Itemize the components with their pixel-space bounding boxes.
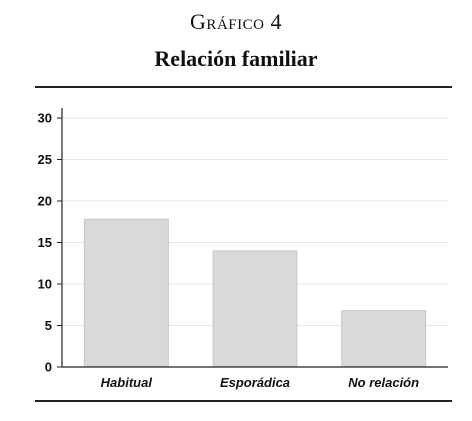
x-category-label: Habitual xyxy=(101,375,153,390)
bar-habitual xyxy=(83,218,169,368)
y-tick-label: 0 xyxy=(45,360,52,375)
bar-no-relaci-n xyxy=(341,310,427,368)
figure-number: Gráfico 4 xyxy=(190,9,282,34)
bottom-rule xyxy=(35,400,452,402)
y-tick-label: 30 xyxy=(38,111,52,126)
top-rule xyxy=(35,86,452,88)
x-category-label: Esporádica xyxy=(220,375,290,390)
y-tick-labels: 0 5 10 15 20 25 30 xyxy=(38,111,52,375)
axes xyxy=(57,108,448,368)
x-category-labels: Habitual Esporádica No relación xyxy=(101,375,419,390)
bars xyxy=(83,218,427,368)
x-category-label: No relación xyxy=(348,375,419,390)
y-tick-label: 15 xyxy=(38,235,52,250)
chart-title: Relación familiar xyxy=(154,46,318,71)
y-tick-label: 20 xyxy=(38,194,52,209)
bar-espor-dica xyxy=(212,250,298,368)
y-tick-label: 25 xyxy=(38,152,52,167)
y-tick-label: 5 xyxy=(45,318,52,333)
y-tick-label: 10 xyxy=(38,277,52,292)
